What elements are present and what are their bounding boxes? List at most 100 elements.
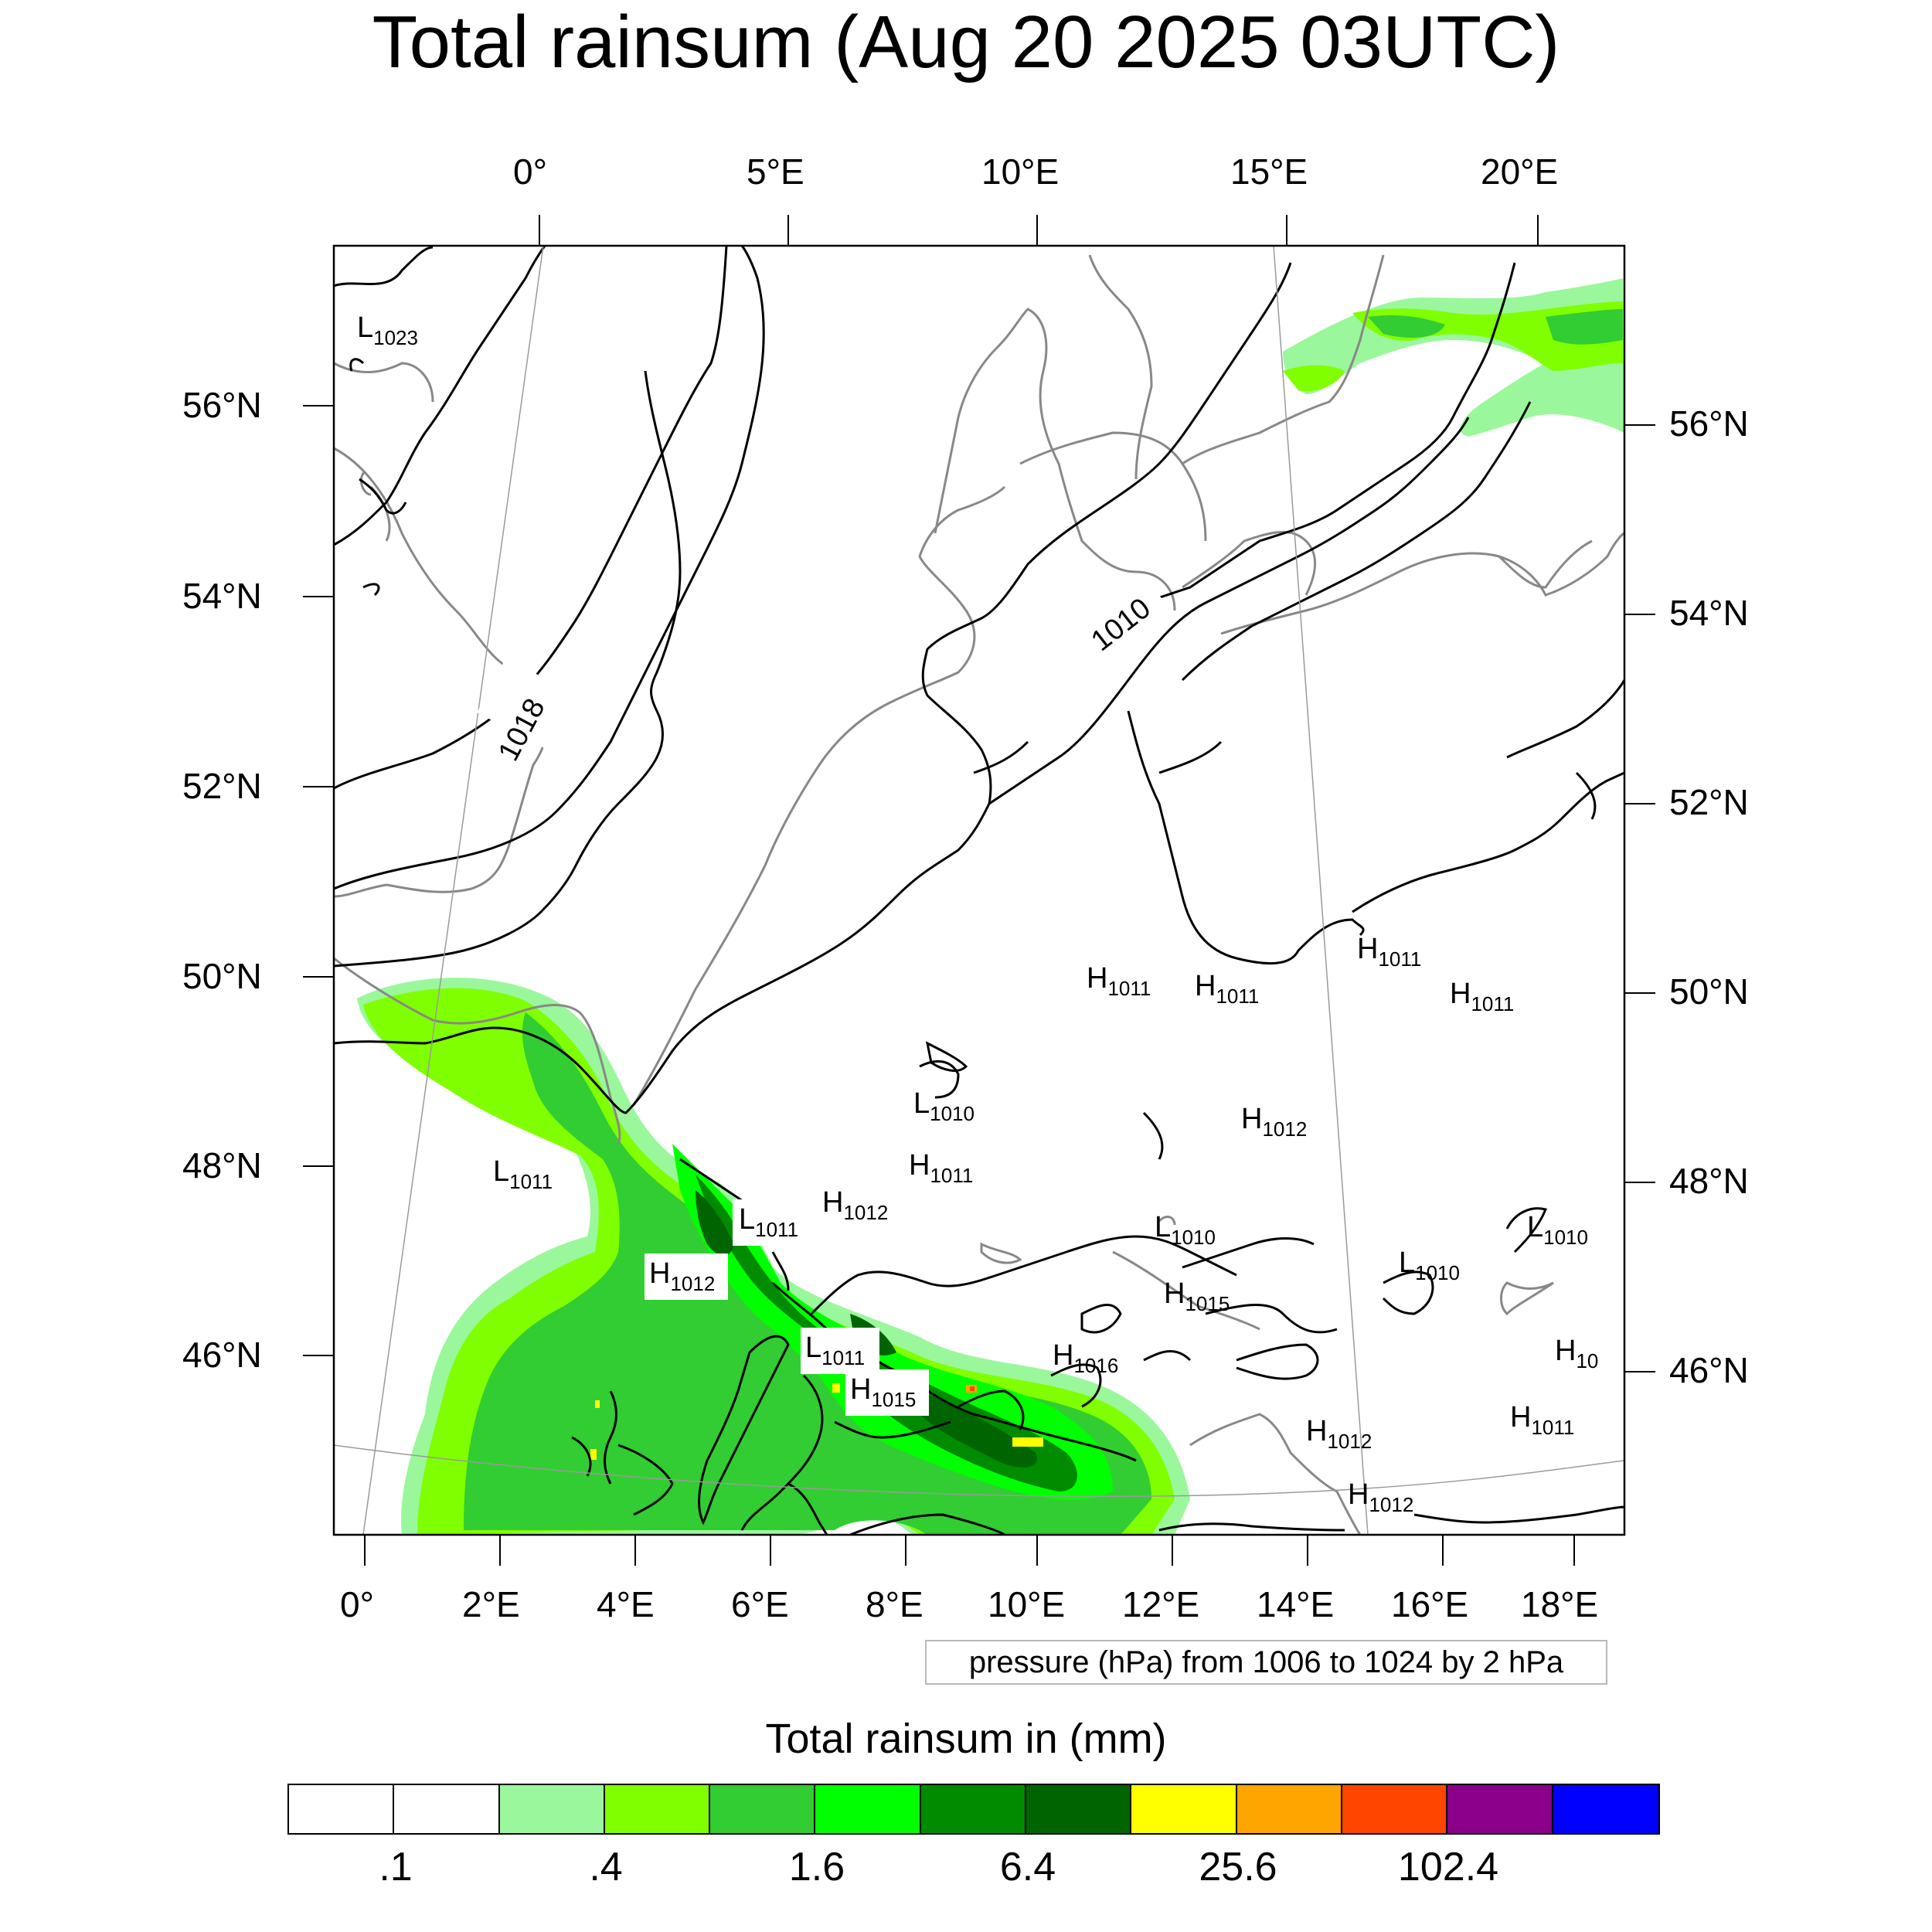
bottom-lon-tick: 12°E	[1122, 1584, 1200, 1624]
left-lat-tick: 46°N	[182, 1335, 262, 1375]
top-lon-tick: 0°	[513, 151, 547, 192]
pressure-center: H1012	[649, 1257, 715, 1295]
svg-text:H1015: H1015	[1164, 1277, 1230, 1315]
right-lat-tick: 46°N	[1669, 1350, 1749, 1390]
legend-swatch	[1236, 1785, 1342, 1833]
color-legend	[287, 1784, 1660, 1835]
left-lat-tick: 52°N	[182, 766, 262, 806]
svg-text:H1011: H1011	[1450, 978, 1514, 1015]
legend-swatch	[710, 1785, 816, 1833]
legend-label: 25.6	[1199, 1845, 1277, 1889]
bottom-lon-tick: 6°E	[731, 1584, 789, 1624]
pressure-center: L1011	[493, 1155, 553, 1193]
bottom-lon-tick: 14°E	[1257, 1584, 1335, 1624]
svg-text:L1011: L1011	[493, 1155, 553, 1193]
svg-text:L1023: L1023	[357, 311, 418, 349]
left-lat-tick: 56°N	[182, 385, 262, 425]
map-title: Total rainsum (Aug 20 2025 03UTC)	[372, 1, 1560, 83]
pressure-center: H1015	[850, 1373, 916, 1411]
right-lat-tick: 56°N	[1669, 403, 1749, 444]
pressure-centers: L1023 H1011 H1011 H1011 H1011 L1010 H101…	[357, 311, 1598, 1516]
right-lat-tick: 54°N	[1669, 593, 1749, 633]
pressure-center: H1012	[1241, 1103, 1307, 1141]
legend-swatch	[1447, 1785, 1553, 1833]
legend-swatch	[1553, 1785, 1658, 1833]
top-lon-tick: 20°E	[1481, 151, 1559, 192]
bottom-lon-tick: 0°	[340, 1584, 374, 1624]
pressure-center: H1011	[1510, 1401, 1574, 1439]
right-lat-tick: 48°N	[1669, 1161, 1749, 1201]
top-lon-tick: 10°E	[981, 151, 1060, 192]
svg-text:H1011: H1011	[1195, 970, 1259, 1008]
legend-swatch	[604, 1785, 711, 1833]
plot-frame	[332, 244, 1626, 1536]
pressure-center: L1010	[1527, 1211, 1588, 1249]
bottom-lon-tick: 2°E	[462, 1584, 520, 1624]
legend-swatch	[394, 1785, 500, 1833]
pressure-center: H1012	[1306, 1415, 1372, 1453]
graticule	[334, 246, 1624, 1535]
pressure-center: H1011	[1087, 962, 1151, 1000]
bottom-lon-tick: 16°E	[1391, 1584, 1469, 1624]
pressure-center: L1011	[805, 1332, 865, 1369]
svg-text:H1012: H1012	[1306, 1415, 1372, 1453]
legend-swatch	[1026, 1785, 1132, 1833]
pressure-note: pressure (hPa) from 1006 to 1024 by 2 hP…	[925, 1640, 1607, 1685]
right-lat-tick: 50°N	[1669, 971, 1749, 1012]
contour-labels: 1018 1010	[477, 575, 1172, 767]
bottom-lon-tick: 10°E	[988, 1584, 1066, 1624]
svg-text:H1012: H1012	[1241, 1103, 1307, 1141]
svg-text:H1011: H1011	[1087, 962, 1151, 1000]
pressure-center: H1011	[909, 1149, 973, 1187]
pressure-center: L1010	[913, 1087, 975, 1125]
pressure-center: H10	[1555, 1335, 1598, 1372]
legend-label: 1.6	[788, 1845, 845, 1889]
legend-swatch	[815, 1785, 921, 1833]
pressure-center: H1011	[1450, 978, 1514, 1015]
svg-text:L1010: L1010	[913, 1087, 975, 1125]
pressure-center: H1012	[822, 1186, 888, 1224]
svg-text:H1011: H1011	[1357, 933, 1421, 971]
svg-text:H1015: H1015	[850, 1373, 916, 1411]
tick-marks	[303, 215, 1655, 1566]
pressure-center: L1010	[1155, 1211, 1216, 1249]
pressure-center: H1016	[1053, 1339, 1118, 1377]
svg-text:H1012: H1012	[822, 1186, 888, 1224]
svg-text:L1010: L1010	[1155, 1211, 1216, 1249]
right-lat-tick: 52°N	[1669, 782, 1749, 822]
svg-text:H10: H10	[1555, 1335, 1598, 1372]
coastlines	[334, 254, 1624, 1535]
isobars	[334, 246, 1624, 1535]
svg-text:H1012: H1012	[649, 1257, 715, 1295]
svg-text:L1011: L1011	[739, 1203, 798, 1241]
bottom-lon-tick: 8°E	[866, 1584, 923, 1624]
svg-text:H1012: H1012	[1348, 1478, 1413, 1516]
pressure-center: L1023	[357, 311, 418, 349]
legend-swatch	[289, 1785, 395, 1833]
svg-text:H1011: H1011	[1510, 1401, 1574, 1439]
pressure-center: H1011	[1357, 933, 1421, 971]
svg-text:L1010: L1010	[1527, 1211, 1588, 1249]
legend-title: Total rainsum in (mm)	[765, 1716, 1167, 1762]
left-lat-tick: 50°N	[182, 956, 262, 996]
pressure-center: H1015	[1164, 1277, 1230, 1315]
left-lat-tick: 48°N	[182, 1145, 262, 1185]
legend-swatch	[920, 1785, 1027, 1833]
top-lon-tick: 15°E	[1230, 151, 1308, 192]
svg-text:L1010: L1010	[1399, 1247, 1460, 1284]
pressure-center: H1011	[1195, 970, 1259, 1008]
legend-swatch	[1342, 1785, 1448, 1833]
top-lon-tick: 5°E	[747, 151, 804, 192]
legend-label: 102.4	[1397, 1845, 1499, 1889]
left-lat-tick: 54°N	[182, 576, 262, 616]
pressure-center: H1012	[1348, 1478, 1413, 1516]
bottom-lon-tick: 4°E	[597, 1584, 655, 1624]
bottom-lon-tick: 18°E	[1521, 1584, 1599, 1624]
legend-swatch	[499, 1785, 605, 1833]
legend-swatch	[1131, 1785, 1237, 1833]
svg-text:L1011: L1011	[805, 1332, 865, 1369]
legend-label: .4	[589, 1845, 623, 1889]
pressure-center: L1010	[1399, 1247, 1460, 1284]
legend-label: .1	[379, 1845, 413, 1889]
